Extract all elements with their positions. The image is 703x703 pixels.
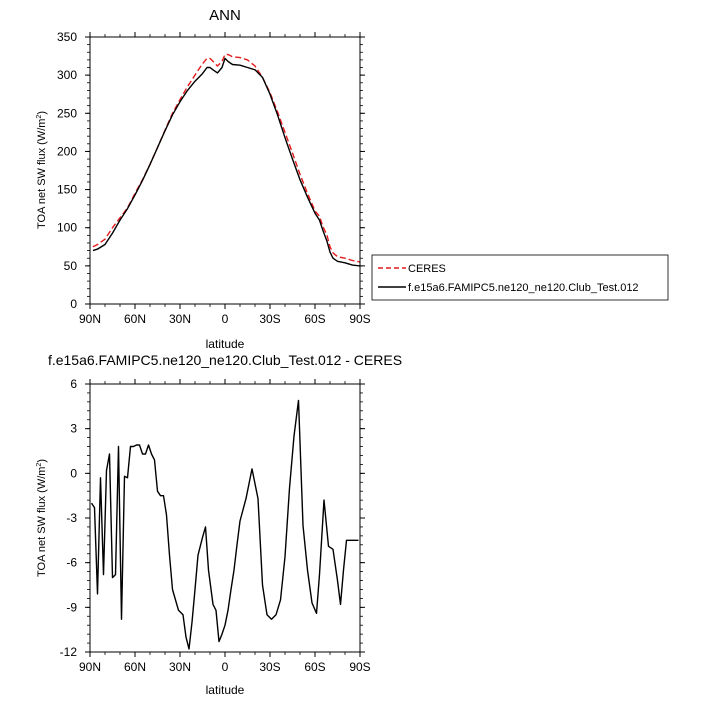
top-chart-title: ANN [209,7,241,24]
top-y-axis-label-end: ) [36,111,48,115]
legend-label-ceres: CERES [408,263,446,275]
top-x-tick-label: 90N [79,312,101,326]
top-y-tick-label: 150 [57,183,77,197]
top-x-tick-label: 30N [169,312,191,326]
top-x-tick-label: 60N [124,312,146,326]
bottom-y-tick-label: 0 [70,466,77,480]
top-series-line-1 [92,57,361,267]
bottom-y-axis-label-sup: 2 [36,463,43,467]
legend: CERES f.e15a6.FAMIPC5.ne120_ne120.Club_T… [371,254,669,301]
top-y-tick-label: 50 [64,259,78,273]
legend-box [371,254,669,301]
bottom-chart: f.e15a6.FAMIPC5.ne120_ne120.Club_Test.01… [36,352,402,697]
top-x-tick-label: 60S [304,312,325,326]
top-series-line-0 [92,53,361,263]
bottom-chart-title: f.e15a6.FAMIPC5.ne120_ne120.Club_Test.01… [48,352,402,368]
top-plot-frame [89,36,361,305]
bottom-x-tick-label: 60N [124,660,146,674]
bottom-y-axis-label: TOA net SW flux (W/m2) [36,459,48,577]
top-y-axis-label: TOA net SW flux (W/m2) [36,111,48,229]
svg-text:TOA net SW flux (W/m2): TOA net SW flux (W/m2) [36,111,48,229]
bottom-y-axis-label-end: ) [36,459,48,463]
top-x-tick-label: 30S [259,312,280,326]
top-chart: ANN TOA net SW flux (W/m2) latitude 90N 6… [36,7,669,351]
bottom-x-tick-label: 30N [169,660,191,674]
top-y-tick-label: 200 [57,144,77,158]
top-y-tick-label: 350 [57,30,77,44]
bottom-y-tick-label: -12 [60,645,78,659]
bottom-x-tick-label: 60S [304,660,325,674]
bottom-y-tick-label: 3 [70,422,77,436]
top-y-tick-label: 250 [57,106,77,120]
bottom-y-axis-label-text: TOA net SW flux (W/m [36,467,48,577]
bottom-series-line-0 [90,399,359,650]
top-x-tick-label: 90S [349,312,370,326]
bottom-x-tick-label: 0 [222,660,229,674]
top-y-axis-label-text: TOA net SW flux (W/m [36,119,48,229]
top-x-tick-label: 0 [222,312,229,326]
top-y-tick-label: 100 [57,221,77,235]
bottom-x-tick-label: 90N [79,660,101,674]
bottom-y-tick-label: -6 [66,556,77,570]
bottom-y-tick-label: -9 [66,600,77,614]
bottom-plot-frame [89,383,361,653]
top-x-axis-label: latitude [206,337,245,351]
top-y-axis-label-sup: 2 [36,115,43,119]
bottom-x-tick-label: 30S [259,660,280,674]
bottom-x-tick-label: 90S [349,660,370,674]
top-y-tick-label: 300 [57,68,77,82]
bottom-y-tick-label: -3 [66,511,77,525]
bottom-x-axis-label: latitude [206,683,245,697]
bottom-y-tick-label: 6 [70,377,77,391]
top-y-tick-label: 0 [70,297,77,311]
svg-text:TOA net SW flux (W/m2): TOA net SW flux (W/m2) [36,459,48,577]
legend-label-model: f.e15a6.FAMIPC5.ne120_ne120.Club_Test.01… [408,282,639,294]
